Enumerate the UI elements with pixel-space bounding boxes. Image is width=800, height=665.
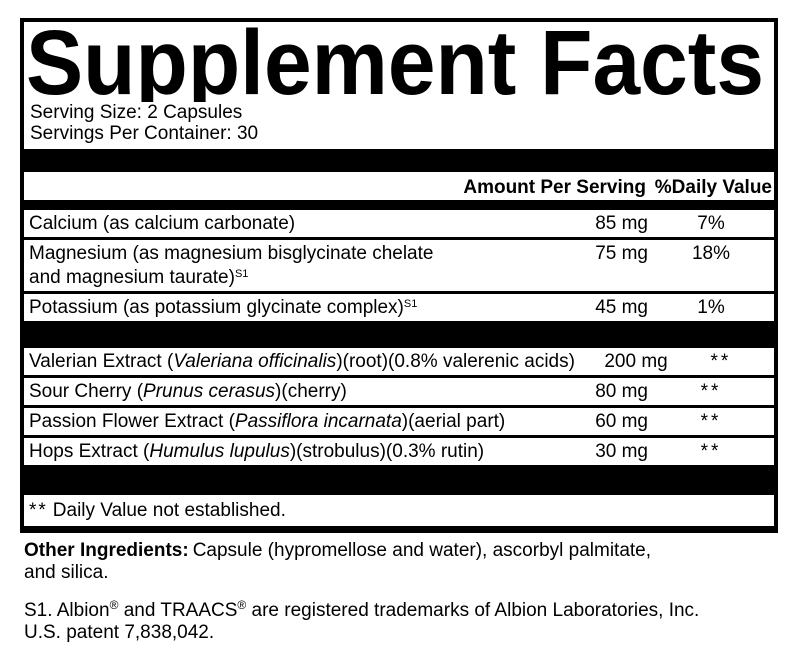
- supplement-facts-panel: Supplement Facts Serving Size: 2 Capsule…: [20, 18, 778, 533]
- ingredient-daily-value: 18%: [691, 243, 731, 264]
- ingredient-latin-name: Passiflora incarnata: [234, 411, 402, 432]
- ingredient-amount: 45 mg: [595, 297, 648, 318]
- column-header-row: Amount Per Serving %Daily Value: [24, 172, 774, 200]
- table-row: Passion Flower Extract (Passiflora incar…: [24, 408, 774, 438]
- table-row: Valerian Extract (Valeriana officinalis)…: [24, 348, 774, 378]
- table-row: Sour Cherry (Prunus cerasus)(cherry) 80 …: [24, 378, 774, 408]
- ingredient-name: Valerian Extract (Valeriana officinalis)…: [24, 350, 575, 374]
- ingredient-name: Passion Flower Extract (Passiflora incar…: [24, 410, 538, 434]
- table-row: Calcium (as calcium carbonate) 85 mg 7%: [24, 210, 774, 240]
- ingredient-amount: 30 mg: [595, 441, 648, 462]
- trademark-text: and TRAACS: [118, 600, 238, 621]
- ingredient-amount: 85 mg: [595, 213, 648, 234]
- ingredient-daily-value: **: [710, 351, 732, 372]
- ingredient-daily-value: 1%: [697, 297, 725, 318]
- other-ingredients-label: Other Ingredients:: [24, 540, 189, 561]
- ingredient-amount: 80 mg: [595, 381, 648, 402]
- ingredient-name: Hops Extract (Humulus lupulus)(strobulus…: [24, 440, 538, 464]
- trademark-text: S1. Albion: [24, 600, 110, 621]
- serving-size: Serving Size: 2 Capsules: [30, 102, 243, 123]
- ingredient-name: Potassium (as potassium glycinate comple…: [24, 296, 538, 320]
- divider-bar-thick: [24, 465, 774, 495]
- ingredient-name-text: )(aerial part): [401, 411, 506, 432]
- ingredient-latin-name: Humulus lupulus: [149, 441, 290, 462]
- ingredient-latin-name: Valeriana officinalis: [173, 351, 337, 372]
- divider-bar-thick: [24, 321, 774, 348]
- panel-title: Supplement Facts: [26, 24, 764, 102]
- registered-mark-icon: ®: [109, 598, 119, 612]
- ingredient-name: Sour Cherry (Prunus cerasus)(cherry): [24, 380, 538, 404]
- table-row: Hops Extract (Humulus lupulus)(strobulus…: [24, 438, 774, 465]
- footnote-ref-s1: S1: [403, 298, 418, 310]
- footnote-ref-s1: S1: [234, 268, 249, 280]
- daily-value-footnote: ** Daily Value not established.: [24, 495, 774, 526]
- ingredient-amount: 60 mg: [595, 411, 648, 432]
- ingredient-name-text: Sour Cherry (: [29, 381, 144, 402]
- ingredient-name-text: Hops Extract (: [29, 441, 150, 462]
- column-header-amount: Amount Per Serving: [463, 177, 646, 198]
- column-header-daily-value: %Daily Value: [654, 177, 772, 198]
- ingredient-amount: 75 mg: [595, 243, 648, 264]
- other-ingredients-text-line2: and silica.: [24, 562, 109, 583]
- divider-bar-thin: [24, 200, 774, 210]
- ingredient-daily-value: **: [700, 411, 722, 432]
- panel-title-wrap: Supplement Facts: [26, 24, 772, 102]
- other-ingredients-text: Capsule (hypromellose and water), ascorb…: [192, 540, 652, 561]
- ingredient-name-text: Potassium (as potassium glycinate comple…: [29, 297, 404, 318]
- servings-per-container: Servings Per Container: 30: [30, 123, 259, 144]
- ingredient-name-text: Passion Flower Extract (: [29, 411, 235, 432]
- ingredient-daily-value: 7%: [697, 213, 725, 234]
- ingredient-name-text: )(cherry): [275, 381, 347, 402]
- ingredient-name: Magnesium (as magnesium bisglycinate che…: [24, 242, 538, 290]
- table-row: Potassium (as potassium glycinate comple…: [24, 294, 774, 321]
- patent-text: U.S. patent 7,838,042.: [24, 622, 215, 643]
- footnote-marker: **: [29, 500, 48, 521]
- ingredient-latin-name: Prunus cerasus: [143, 381, 276, 402]
- other-ingredients: Other Ingredients: Capsule (hypromellose …: [24, 540, 776, 584]
- ingredient-name-text: )(root)(0.8% valerenic acids): [336, 351, 575, 372]
- trademark-text: are registered trademarks of Albion Labo…: [246, 600, 700, 621]
- ingredient-daily-value: **: [700, 381, 722, 402]
- ingredient-name-line1: Magnesium (as magnesium bisglycinate che…: [29, 243, 434, 264]
- ingredient-name-text: )(strobulus)(0.3% rutin): [289, 441, 485, 462]
- table-row: Magnesium (as magnesium bisglycinate che…: [24, 240, 774, 294]
- ingredient-daily-value: **: [700, 441, 722, 462]
- ingredient-amount: 200 mg: [604, 351, 668, 372]
- footnote-text: Daily Value not established.: [52, 500, 286, 521]
- ingredient-name-text: Valerian Extract (: [29, 351, 174, 372]
- panel-title-svg: Supplement Facts: [26, 24, 764, 102]
- ingredient-name-line2: and magnesium taurate): [29, 267, 235, 288]
- trademark-note: S1. Albion® and TRAACS® are registered t…: [24, 598, 776, 644]
- divider-bar-thick: [24, 149, 774, 172]
- ingredient-name: Calcium (as calcium carbonate): [29, 213, 296, 234]
- registered-mark-icon: ®: [237, 598, 247, 612]
